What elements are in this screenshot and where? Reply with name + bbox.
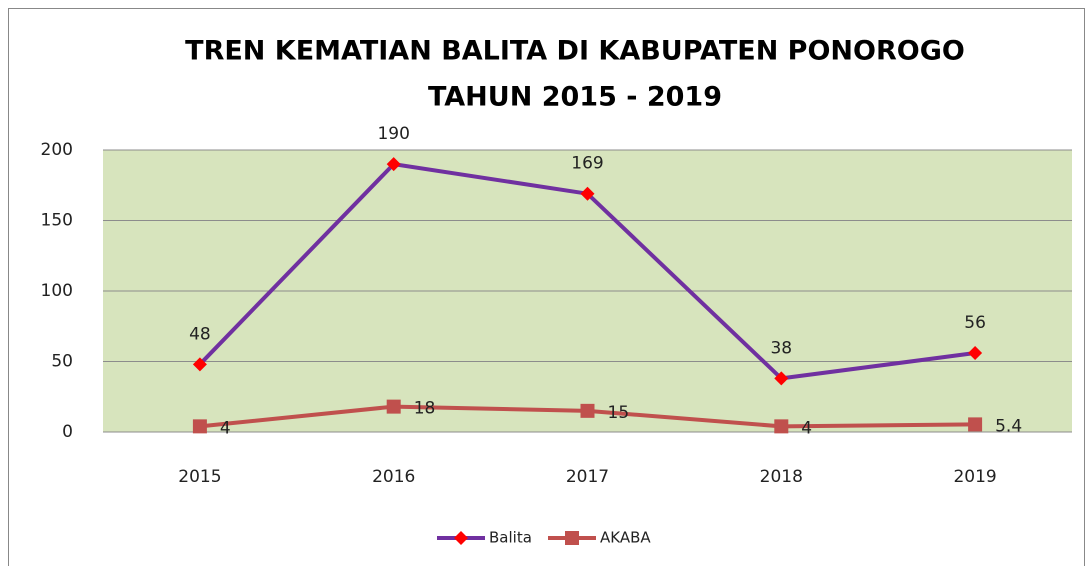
y-tick-label: 200 bbox=[41, 140, 73, 160]
data-label: 4 bbox=[801, 418, 812, 438]
chart-title: TREN KEMATIAN BALITA DI KABUPATEN PONORO… bbox=[185, 36, 965, 67]
data-point bbox=[968, 417, 983, 432]
data-label: 18 bbox=[414, 399, 436, 419]
data-point bbox=[774, 371, 789, 386]
y-tick-label: 100 bbox=[41, 281, 73, 301]
chart-subtitle: TAHUN 2015 - 2019 bbox=[428, 82, 722, 113]
data-label: 169 bbox=[571, 154, 603, 174]
legend-marker bbox=[454, 531, 468, 545]
y-tick-label: 50 bbox=[51, 352, 73, 372]
x-tick-label: 2017 bbox=[566, 467, 609, 487]
data-label: 15 bbox=[608, 403, 630, 423]
data-point bbox=[774, 419, 789, 434]
x-tick-label: 2016 bbox=[372, 467, 415, 487]
data-label: 48 bbox=[189, 324, 211, 344]
x-tick-label: 2018 bbox=[760, 467, 803, 487]
data-point bbox=[192, 419, 207, 434]
data-label: 5.4 bbox=[995, 416, 1022, 436]
data-label: 56 bbox=[964, 313, 986, 333]
x-tick-label: 2015 bbox=[178, 467, 221, 487]
legend-label: AKABA bbox=[600, 529, 651, 547]
data-point bbox=[386, 399, 401, 414]
data-point bbox=[386, 157, 401, 172]
y-tick-label: 0 bbox=[62, 422, 73, 442]
legend-marker bbox=[565, 531, 579, 545]
data-label: 4 bbox=[220, 418, 231, 438]
data-point bbox=[580, 403, 595, 418]
y-tick-label: 150 bbox=[41, 211, 73, 231]
data-point bbox=[968, 346, 983, 361]
x-tick-label: 2019 bbox=[953, 467, 996, 487]
legend-label: Balita bbox=[489, 529, 532, 547]
data-label: 38 bbox=[770, 338, 792, 358]
data-point bbox=[192, 357, 207, 372]
data-label: 190 bbox=[377, 124, 409, 144]
chart-frame bbox=[8, 8, 1085, 566]
data-point bbox=[580, 186, 595, 201]
